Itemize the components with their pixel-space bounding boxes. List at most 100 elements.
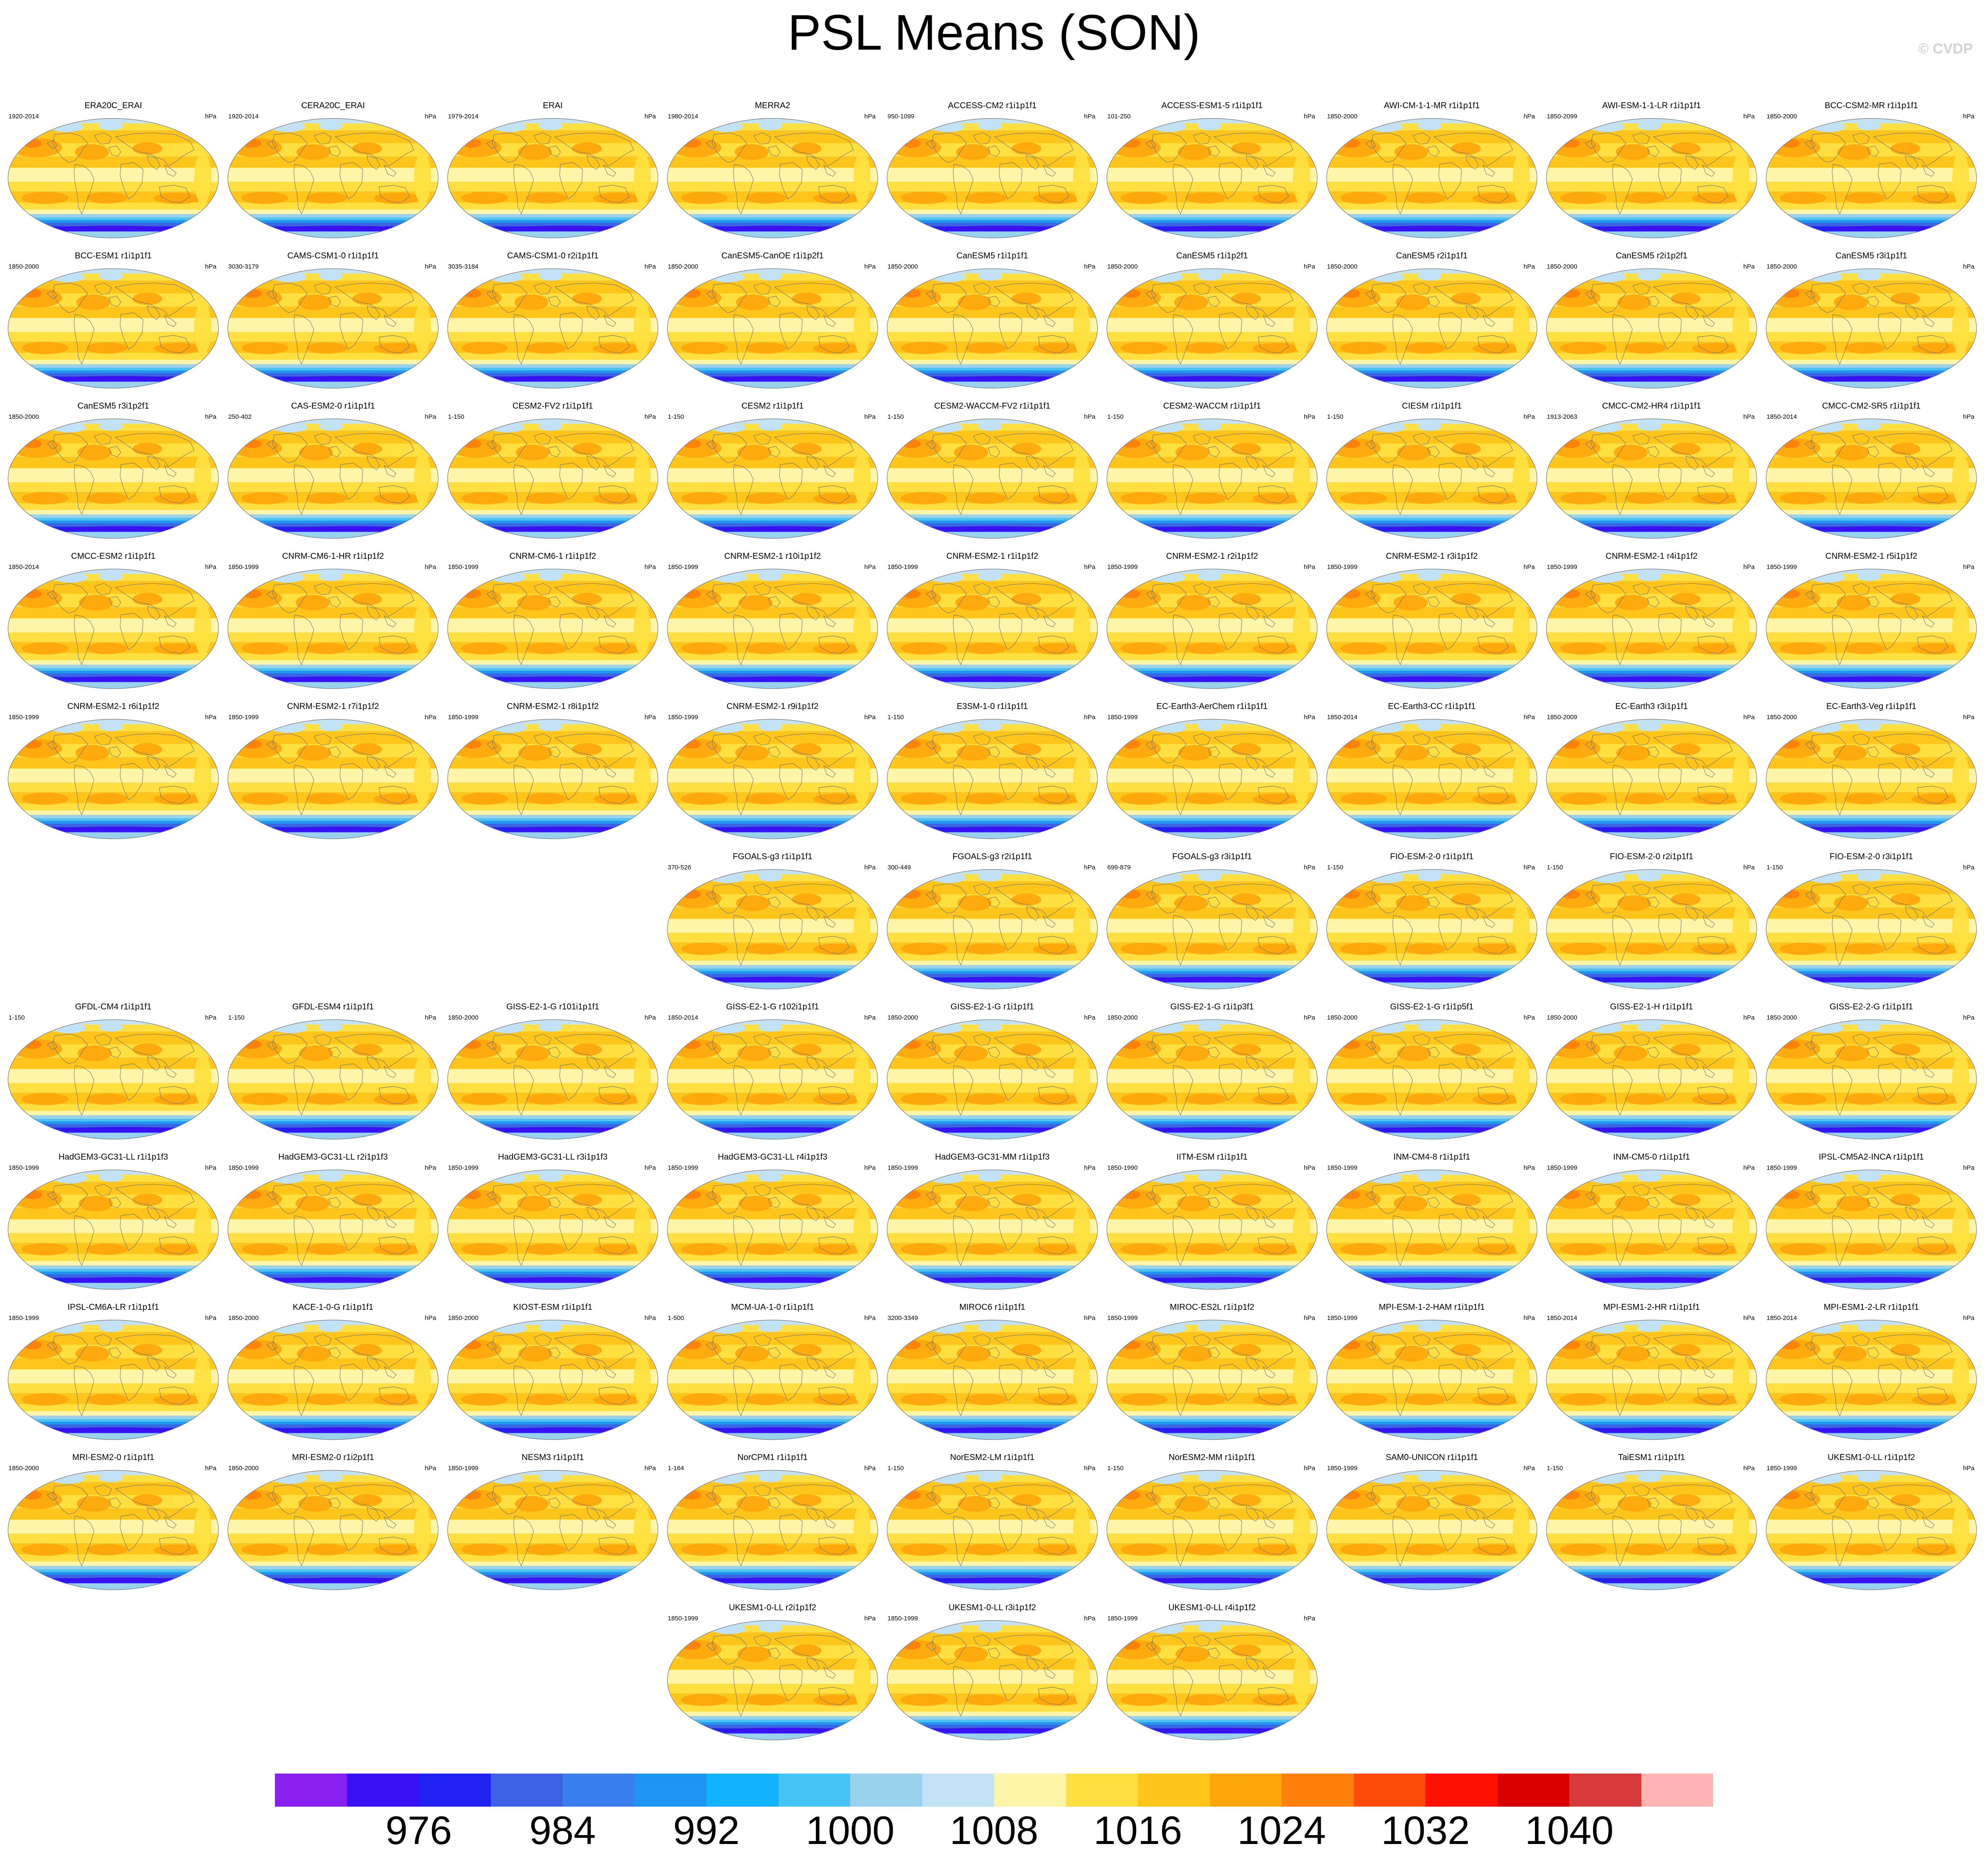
panel-title: SAM0-UNICON r1i1p1f1 [1386,1453,1478,1462]
map-panel: MIROC6 r1i1p1f1 3200-3349 hPa [884,1303,1100,1443]
panel-units: hPa [425,113,436,120]
panel-title: CanESM5-CanOE r1i1p2f1 [721,251,824,261]
psl-map [667,1019,878,1140]
panel-title: HadGEM3-GC31-LL r4i1p1f3 [717,1152,828,1162]
panel-title: CERA20C_ERAI [301,101,365,110]
panel-title: FGOALS-g3 r1i1p1f1 [733,852,812,861]
psl-map [227,719,439,839]
map-panel: EC-Earth3 r3i1p1f1 1850-2009 hPa [1543,702,1760,842]
panel-title: MPI-ESM1-2-HR r1i1p1f1 [1603,1303,1700,1312]
map-panel: MERRA2 1980-2014 hPa [664,101,881,241]
panel-title: CMCC-ESM2 r1i1p1f1 [71,552,156,561]
panel-units: hPa [864,1615,876,1622]
panel-title: FIO-ESM-2-0 r1i1p1f1 [1390,852,1474,861]
panel-title: NorESM2-MM r1i1p1f1 [1168,1453,1256,1462]
panel-years: 3200-3349 [888,1314,918,1322]
panel-title: CIESM r1i1p1f1 [1402,401,1462,411]
panel-title: CanESM5 r1i1p1f1 [956,251,1028,261]
panel-title: E3SM-1-0 r1i1p1f1 [957,702,1028,711]
panel-title: INM-CM5-0 r1i1p1f1 [1613,1152,1690,1162]
colorbar-box [275,1774,347,1807]
map-panel: CNRM-ESM2-1 r8i1p1f2 1850-1999 hPa [445,702,661,842]
panel-years: 370-526 [668,864,692,871]
map-panel: CMCC-ESM2 r1i1p1f1 1850-2014 hPa [5,552,221,692]
panel-title: EC-Earth3-Veg r1i1p1f1 [1826,702,1917,711]
panel-units: hPa [864,714,876,721]
psl-map [887,1019,1098,1140]
map-panel: NorESM2-MM r1i1p1f1 1-150 hPa [1104,1453,1320,1593]
psl-map [8,719,219,839]
psl-map [227,1019,439,1140]
panel-years: 1850-2000 [1767,1014,1797,1021]
panel-title: BCC-ESM1 r1i1p1f1 [75,251,152,261]
panel-units: hPa [425,1314,436,1322]
panel-years: 1-500 [668,1314,684,1322]
map-panel: CNRM-ESM2-1 r9i1p1f2 1850-1999 hPa [664,702,881,842]
panel-units: hPa [1304,563,1315,571]
colorbar-box [994,1774,1066,1807]
panel-units: hPa [1743,263,1755,270]
panel-years: 1850-2014 [8,563,39,571]
panel-title: IITM-ESM r1i1p1f1 [1176,1152,1248,1162]
psl-map [1106,418,1318,539]
panel-units: hPa [1523,864,1535,871]
panel-title: CanESM5 r3i1p2f1 [77,401,149,411]
panel-units: hPa [205,113,216,120]
map-panel: CNRM-ESM2-1 r1i1p1f2 1850-1999 hPa [884,552,1100,692]
panel-years: 1980-2014 [668,113,698,120]
psl-map [1326,1320,1537,1440]
map-panel: ACCESS-ESM1-5 r1i1p1f1 101-250 hPa [1104,101,1320,241]
psl-map [8,118,219,238]
map-panel: UKESM1-0-LL r1i1p1f2 1850-1999 hPa [1763,1453,1980,1593]
psl-map [8,1320,219,1440]
psl-map [667,869,878,989]
panel-title: GFDL-CM4 r1i1p1f1 [75,1002,152,1012]
psl-map [667,1620,878,1740]
panel-units: hPa [425,563,436,571]
map-panel: FIO-ESM-2-0 r3i1p1f1 1-150 hPa [1763,852,1980,992]
panel-title: IPSL-CM5A2-INCA r1i1p1f1 [1819,1152,1924,1162]
panel-years: 1850-1999 [1107,1314,1138,1322]
panel-units: hPa [644,1314,656,1322]
panel-units: hPa [644,714,656,721]
psl-map [1546,719,1757,839]
panel-units: hPa [425,1465,436,1472]
panel-years: 1850-1999 [1327,1164,1358,1171]
map-panel: CNRM-ESM2-1 r10i1p1f2 1850-1999 hPa [664,552,881,692]
map-panel: UKESM1-0-LL r4i1p1f2 1850-1999 hPa [1104,1603,1320,1743]
panel-units: hPa [1743,864,1755,871]
colorbar-box [1641,1774,1713,1807]
map-panel: CESM2-FV2 r1i1p1f1 1-150 hPa [445,401,661,541]
psl-map [1326,869,1537,989]
panel-years: 699-879 [1107,864,1131,871]
panel-years: 1920-2014 [8,113,39,120]
panel-units: hPa [1963,864,1974,871]
map-panel: FGOALS-g3 r1i1p1f1 370-526 hPa [664,852,881,992]
psl-map [227,1169,439,1290]
colorbar-tick-label: 1040 [1525,1808,1614,1852]
panel-units: hPa [1963,714,1974,721]
panel-title: GISS-E2-1-G r1i1p5f1 [1390,1002,1474,1012]
map-panel: BCC-CSM2-MR r1i1p1f1 1850-2000 hPa [1763,101,1980,241]
map-panel: NorESM2-LM r1i1p1f1 1-150 hPa [884,1453,1100,1593]
map-panel: CNRM-CM6-1 r1i1p1f2 1850-1999 hPa [445,552,661,692]
panel-years: 1850-1999 [228,563,259,571]
panel-units: hPa [205,1465,216,1472]
panel-title: FGOALS-g3 r3i1p1f1 [1172,852,1252,861]
psl-map [8,1470,219,1590]
panel-units: hPa [205,714,216,721]
panel-years: 1850-2000 [8,1465,39,1472]
colorbar-box [706,1774,778,1807]
map-panel: CAS-ESM2-0 r1i1p1f1 250-402 hPa [225,401,441,541]
map-panel: EC-Earth3-CC r1i1p1f1 1850-2014 hPa [1324,702,1540,842]
psl-map [1766,1019,1977,1140]
colorbar-box [563,1774,635,1807]
panel-years: 1-150 [228,1014,245,1021]
psl-map [447,1169,658,1290]
panel-units: hPa [864,1164,876,1171]
panel-title: NESM3 r1i1p1f1 [521,1453,584,1462]
psl-map [1106,719,1318,839]
panel-title: GISS-E2-1-H r1i1p1f1 [1610,1002,1693,1012]
psl-map [227,268,439,389]
panel-units: hPa [1743,113,1755,120]
